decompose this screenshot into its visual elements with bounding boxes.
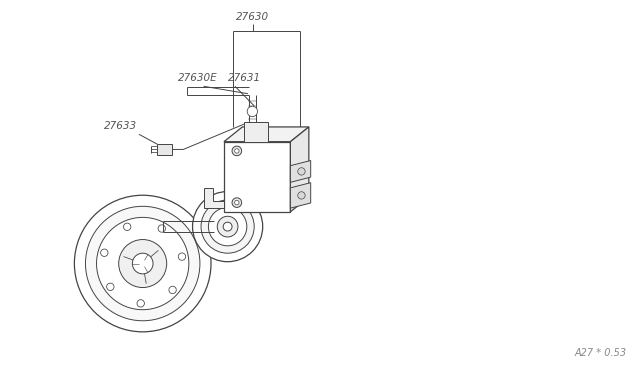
Circle shape [179, 253, 186, 260]
Circle shape [100, 249, 108, 256]
Circle shape [97, 217, 189, 310]
Polygon shape [244, 122, 268, 142]
Circle shape [118, 240, 166, 288]
Circle shape [232, 146, 242, 156]
Circle shape [209, 208, 247, 246]
Polygon shape [224, 127, 309, 142]
Bar [157, 144, 172, 155]
Text: 27631: 27631 [228, 73, 260, 83]
Text: 27630E: 27630E [179, 73, 218, 83]
Polygon shape [291, 183, 310, 208]
Circle shape [235, 149, 239, 153]
Circle shape [86, 206, 200, 321]
Circle shape [193, 192, 262, 262]
Circle shape [137, 300, 145, 307]
Circle shape [298, 192, 305, 199]
Circle shape [223, 222, 232, 231]
Polygon shape [291, 161, 310, 182]
Polygon shape [204, 188, 224, 208]
Circle shape [232, 198, 242, 208]
Circle shape [74, 195, 211, 332]
Text: 27633: 27633 [104, 121, 137, 131]
Circle shape [235, 201, 239, 205]
Bar [224, 142, 291, 212]
Circle shape [217, 216, 238, 237]
Circle shape [124, 223, 131, 231]
Circle shape [158, 225, 166, 232]
Circle shape [132, 253, 153, 274]
Circle shape [107, 283, 114, 291]
Text: 27630: 27630 [236, 12, 269, 22]
Circle shape [298, 168, 305, 175]
Circle shape [201, 200, 254, 253]
Circle shape [169, 286, 176, 294]
Ellipse shape [211, 221, 216, 232]
Circle shape [247, 106, 257, 116]
Polygon shape [291, 127, 309, 212]
Text: A27 * 0.53: A27 * 0.53 [575, 348, 627, 358]
